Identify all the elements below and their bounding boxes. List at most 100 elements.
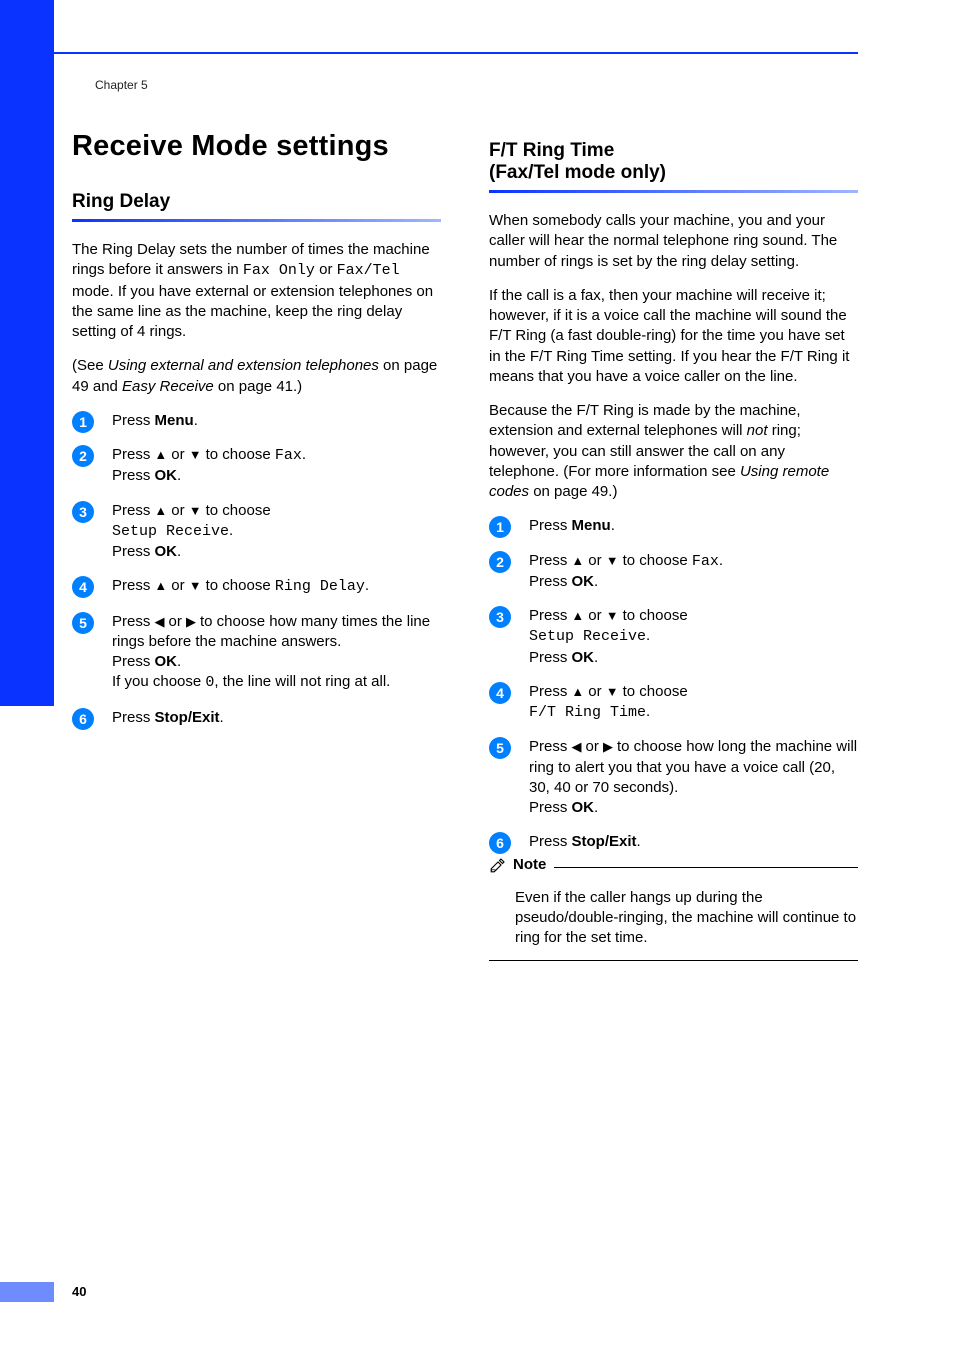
page-number: 40 xyxy=(72,1284,86,1299)
step-number-bullet: 5 xyxy=(72,612,94,634)
step-item: 1Press Menu. xyxy=(489,516,858,536)
code-text: Fax Only xyxy=(243,262,315,279)
text: on page 41.) xyxy=(214,378,302,395)
arrow-icon: ▼ xyxy=(606,553,619,568)
text: . xyxy=(177,653,181,670)
margin-bar-left xyxy=(0,0,54,706)
arrow-icon: ▼ xyxy=(189,447,202,462)
step-item: 3 Press ▲ or ▼ to choose Setup Receive.Pr… xyxy=(72,501,441,563)
text: . xyxy=(646,627,650,644)
step-item: 5 Press ◀ or ▶ to choose how many times t… xyxy=(72,612,441,694)
step-item: 2Press ▲ or ▼ to choose Fax.Press OK. xyxy=(489,551,858,593)
text: Press xyxy=(529,683,572,700)
text: to choose xyxy=(618,552,691,569)
key-label: Stop/Exit xyxy=(155,709,220,726)
step-text: Press ▲ or ▼ to choose Setup Receive.Pre… xyxy=(529,607,688,666)
right-para-2: If the call is a fax, then your machine … xyxy=(489,286,858,387)
step-number-bullet: 6 xyxy=(72,708,94,730)
note-box: Note Even if the caller hangs up during … xyxy=(489,867,858,962)
code-text: Fax xyxy=(275,447,302,464)
arrow-icon: ▼ xyxy=(189,503,202,518)
arrow-icon: ▲ xyxy=(155,503,168,518)
text: to choose xyxy=(201,577,274,594)
text: . xyxy=(177,543,181,560)
step-item: 6 Press Stop/Exit. xyxy=(489,832,858,852)
arrow-icon: ◀ xyxy=(572,739,582,754)
step-number-bullet: 2 xyxy=(489,551,511,573)
text: . xyxy=(302,446,306,463)
step-number-bullet: 1 xyxy=(72,411,94,433)
note-header: Note xyxy=(489,856,554,874)
key-label: Stop/Exit xyxy=(572,833,637,850)
text: to choose xyxy=(201,502,270,519)
text: mode. If you have external or extension … xyxy=(72,283,433,341)
code-text: Setup Receive xyxy=(112,523,229,540)
key-label: OK xyxy=(572,799,595,816)
text: (Fax/Tel mode only) xyxy=(489,162,666,183)
step-number-bullet: 4 xyxy=(489,682,511,704)
text: or xyxy=(584,607,606,624)
text: . xyxy=(637,833,641,850)
step-text: Press ◀ or ▶ to choose how many times th… xyxy=(112,613,430,691)
step-item: 2Press ▲ or ▼ to choose Fax.Press OK. xyxy=(72,445,441,487)
key-label: OK xyxy=(572,573,595,590)
step-number-bullet: 3 xyxy=(489,606,511,628)
step-text: Press Stop/Exit. xyxy=(529,833,641,850)
arrow-icon: ▼ xyxy=(606,608,619,623)
step-number-bullet: 2 xyxy=(72,445,94,467)
text: or xyxy=(167,577,189,594)
step-number-bullet: 3 xyxy=(72,501,94,523)
text: Press xyxy=(529,552,572,569)
arrow-icon: ▲ xyxy=(155,578,168,593)
text: Press xyxy=(529,649,572,666)
arrow-icon: ▲ xyxy=(572,684,585,699)
step-item: 6 Press Stop/Exit. xyxy=(72,708,441,728)
key-label: OK xyxy=(155,467,178,484)
key-label: Menu xyxy=(572,517,611,534)
text: on page 49.) xyxy=(529,483,617,500)
text: to choose xyxy=(618,607,687,624)
emphasis-text: not xyxy=(747,422,768,439)
left-column: Receive Mode settings Ring Delay The Rin… xyxy=(72,130,441,961)
key-label: Menu xyxy=(155,412,194,429)
text: or xyxy=(581,738,603,755)
step-item: 4Press ▲ or ▼ to choose F/T Ring Time. xyxy=(489,682,858,724)
text: to choose xyxy=(201,446,274,463)
step-text: Press ▲ or ▼ to choose Fax.Press OK. xyxy=(529,552,723,590)
step-item: 1Press Menu. xyxy=(72,411,441,431)
step-number-bullet: 1 xyxy=(489,516,511,538)
text: (See xyxy=(72,357,108,374)
step-number-bullet: 6 xyxy=(489,832,511,854)
key-label: OK xyxy=(155,543,178,560)
chapter-label: Chapter 5 xyxy=(95,78,148,92)
step-item: 4Press ▲ or ▼ to choose Ring Delay. xyxy=(72,576,441,597)
arrow-icon: ▲ xyxy=(155,447,168,462)
right-para-1: When somebody calls your machine, you an… xyxy=(489,211,858,272)
code-text: Setup Receive xyxy=(529,628,646,645)
step-item: 5Press ◀ or ▶ to choose how long the mac… xyxy=(489,737,858,818)
text: or xyxy=(315,261,337,278)
margin-top-rule xyxy=(54,52,858,54)
note-body: Even if the caller hangs up during the p… xyxy=(515,888,858,949)
key-label: OK xyxy=(572,649,595,666)
step-text: Press ▲ or ▼ to choose Setup Receive.Pre… xyxy=(112,502,271,561)
content-body: Receive Mode settings Ring Delay The Rin… xyxy=(72,130,858,961)
step-text: Press Stop/Exit. xyxy=(112,709,224,726)
left-para-2: (See Using external and extension teleph… xyxy=(72,356,441,397)
text: or xyxy=(167,502,189,519)
text: Press xyxy=(529,738,572,755)
text: Press xyxy=(112,543,155,560)
arrow-icon: ▲ xyxy=(572,608,585,623)
text: . xyxy=(194,412,198,429)
text: . xyxy=(229,522,233,539)
text: . xyxy=(594,799,598,816)
text: , the line will not ring at all. xyxy=(214,673,390,690)
text: or xyxy=(584,683,606,700)
left-step-list: 1Press Menu.2Press ▲ or ▼ to choose Fax.… xyxy=(72,411,441,728)
page: Chapter 5 Receive Mode settings Ring Del… xyxy=(0,0,954,1350)
text: Press xyxy=(112,446,155,463)
arrow-icon: ▲ xyxy=(572,553,585,568)
note-label: Note xyxy=(513,856,546,873)
text: . xyxy=(719,552,723,569)
text: or xyxy=(167,446,189,463)
